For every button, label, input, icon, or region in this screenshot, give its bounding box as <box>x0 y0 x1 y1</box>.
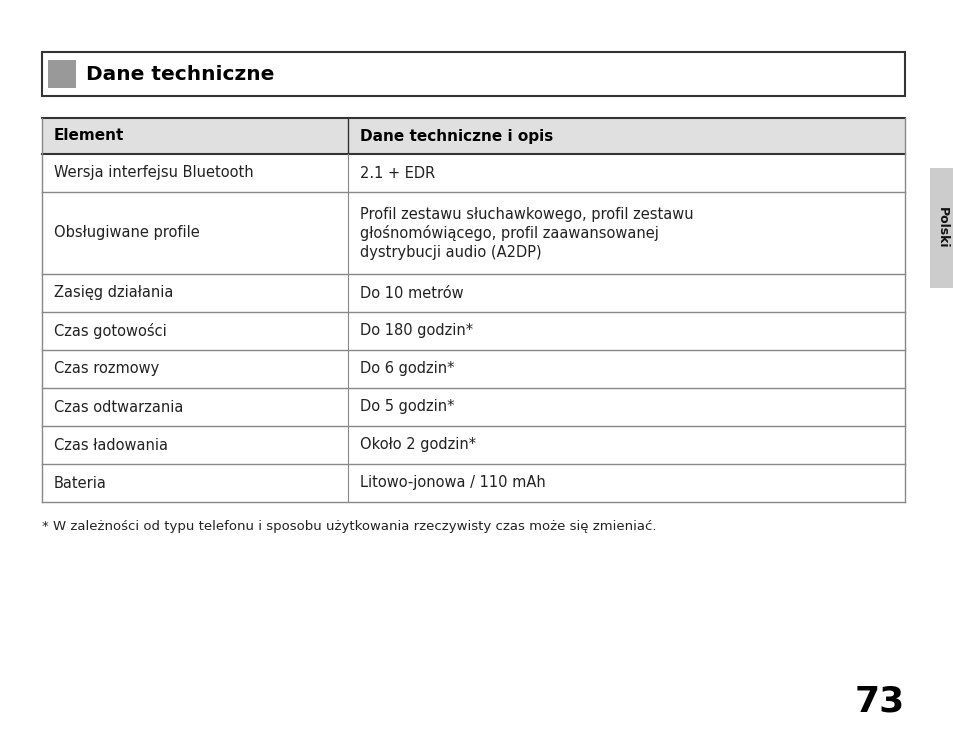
Text: Czas gotowości: Czas gotowości <box>54 323 167 339</box>
Bar <box>42 52 904 96</box>
Text: Do 10 metrów: Do 10 metrów <box>360 286 463 301</box>
Text: Do 5 godzin*: Do 5 godzin* <box>360 399 455 415</box>
Text: głośnomówiącego, profil zaawansowanej: głośnomówiącego, profil zaawansowanej <box>360 225 659 241</box>
Text: Element: Element <box>54 128 124 143</box>
Text: Obsługiwane profile: Obsługiwane profile <box>54 226 199 240</box>
Text: Dane techniczne i opis: Dane techniczne i opis <box>360 128 553 143</box>
Text: * W zależności od typu telefonu i sposobu użytkowania rzeczywisty czas może się : * W zależności od typu telefonu i sposob… <box>42 520 656 533</box>
Text: Bateria: Bateria <box>54 476 107 490</box>
Bar <box>929 168 953 288</box>
Bar <box>48 60 76 88</box>
Text: Około 2 godzin*: Około 2 godzin* <box>360 438 476 453</box>
Text: 73: 73 <box>854 684 904 718</box>
Text: Litowo-jonowa / 110 mAh: Litowo-jonowa / 110 mAh <box>360 476 545 490</box>
Text: Do 180 godzin*: Do 180 godzin* <box>360 324 473 338</box>
Text: Zasięg działania: Zasięg działania <box>54 286 173 301</box>
Bar <box>42 118 904 154</box>
Text: Czas ładowania: Czas ładowania <box>54 438 168 453</box>
Text: Dane techniczne: Dane techniczne <box>86 65 274 84</box>
Text: Do 6 godzin*: Do 6 godzin* <box>360 361 455 376</box>
Text: dystrybucji audio (A2DP): dystrybucji audio (A2DP) <box>360 245 541 260</box>
Text: Czas rozmowy: Czas rozmowy <box>54 361 159 376</box>
Text: 2.1 + EDR: 2.1 + EDR <box>360 165 436 180</box>
Text: Czas odtwarzania: Czas odtwarzania <box>54 399 183 415</box>
Text: Wersja interfejsu Bluetooth: Wersja interfejsu Bluetooth <box>54 165 253 180</box>
Text: Profil zestawu słuchawkowego, profil zestawu: Profil zestawu słuchawkowego, profil zes… <box>360 206 693 222</box>
Text: Polski: Polski <box>935 207 947 249</box>
